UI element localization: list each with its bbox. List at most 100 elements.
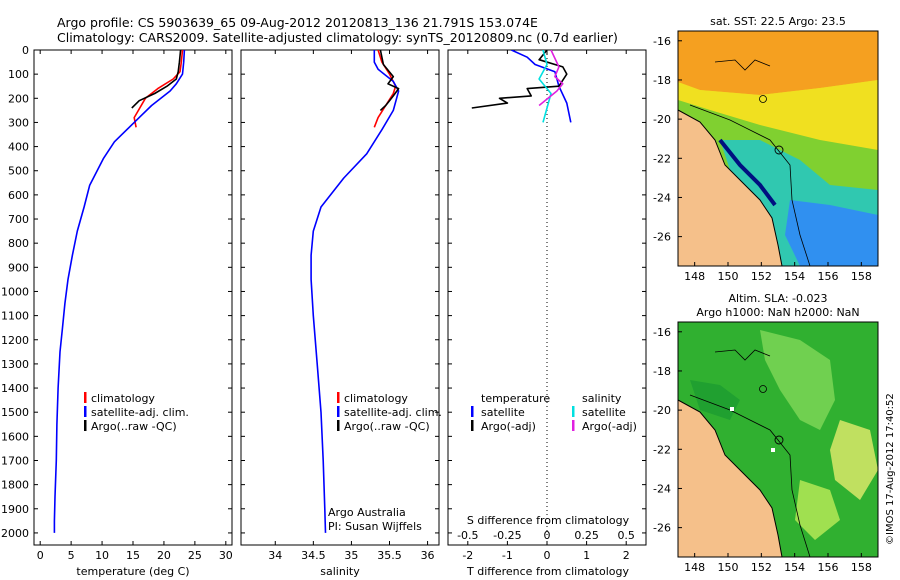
sla-light-patch	[760, 330, 835, 430]
temperature-axes	[33, 49, 233, 546]
temperature-lines	[53, 50, 186, 533]
legend-swatch-climatology	[84, 392, 87, 403]
x-tick-label: 10	[95, 549, 109, 562]
series-line-satellite-adj-clim-	[53, 50, 186, 533]
sla-map-frame	[677, 321, 879, 558]
sst-isobath	[689, 104, 811, 266]
salinity-lines	[310, 50, 400, 533]
y-tick-label: 600	[8, 189, 29, 202]
sst-yellow-band	[678, 80, 878, 150]
lon-tick-label: 152	[751, 270, 772, 283]
series-line-satellite-adj-clim-	[310, 50, 400, 533]
x-tick-label-s: -0.25	[493, 529, 521, 542]
lon-tick-label: 156	[818, 561, 839, 574]
x-tick-label: 15	[126, 549, 140, 562]
sst-coast-dark-band	[718, 138, 777, 207]
salinity-x-axis: 34 34.5 35 35.5 36	[268, 50, 435, 562]
sla-map	[678, 322, 878, 557]
y-tick-label: 500	[8, 165, 29, 178]
x-tick-label: 5	[68, 549, 75, 562]
pi-note: PI: Susan Wijffels	[328, 520, 422, 533]
sst-reef-ring	[759, 95, 767, 103]
legend-swatch-climatology	[337, 392, 340, 403]
series-line-argo-raw-qc-	[379, 50, 400, 111]
legend-t-satellite: satellite	[481, 406, 525, 419]
x-tick-label: 0	[544, 549, 551, 562]
lat-tick-label: -20	[653, 404, 671, 417]
x-tick-label: 1	[583, 549, 590, 562]
lat-tick-label: -26	[653, 522, 671, 535]
y-tick-label: 900	[8, 261, 29, 274]
legend-argo: Argo(..raw -QC)	[344, 420, 430, 433]
difference-x-axis: -2 -1 0 1 2 -0.5 -0.25 0 0.25 0.5	[457, 50, 635, 562]
sst-map-frame	[677, 30, 879, 267]
y-tick-label: 1000	[1, 285, 29, 298]
legend-swatch-argo	[337, 420, 340, 431]
sst-land	[678, 109, 783, 266]
y-tick-label: 0	[22, 44, 29, 57]
argo-location-marker	[774, 435, 784, 445]
legend-argo: Argo(..raw -QC)	[91, 420, 177, 433]
y-tick-label: 1400	[1, 382, 29, 395]
salinity-xlabel: salinity	[320, 565, 360, 578]
temperature-x-axis: 0 5 10 15 20 25 30	[37, 50, 233, 562]
legend-temperature-header: temperature	[481, 392, 550, 405]
x-tick-label: 25	[188, 549, 202, 562]
y-tick-label: 100	[8, 68, 29, 81]
sla-lon-axis: 148 150 152 154 156 158	[684, 553, 872, 574]
salinity-legend: climatology satellite-adj. clim. Argo(..…	[337, 392, 442, 433]
lon-tick-label: 154	[784, 561, 805, 574]
lat-tick-label: -16	[653, 35, 671, 48]
y-tick-label: 1600	[1, 430, 29, 443]
argo-location-marker	[774, 145, 784, 155]
legend-s-argo: Argo(-adj)	[582, 420, 637, 433]
lat-tick-label: -22	[653, 443, 671, 456]
legend-climatology: climatology	[91, 392, 155, 405]
sla-dark-patch	[690, 380, 740, 420]
legend-swatch-t-argo	[471, 420, 474, 431]
x-tick-label: 2	[623, 549, 630, 562]
sla-reef-ring	[759, 385, 767, 393]
lon-tick-label: 150	[718, 561, 739, 574]
sla-missing-cell	[771, 448, 775, 452]
series-line-climatology	[133, 50, 184, 128]
difference-legend: temperature satellite Argo(-adj) salinit…	[471, 392, 637, 433]
difference-lines	[471, 50, 572, 123]
y-tick-label: 300	[8, 116, 29, 129]
lon-tick-label: 154	[784, 270, 805, 283]
sst-warm-region	[678, 31, 878, 95]
y-tick-label: 700	[8, 213, 29, 226]
sst-blue-region	[785, 200, 878, 266]
y-tick-label: 2000	[1, 527, 29, 540]
x-tick-label: 35	[344, 549, 358, 562]
legend-swatch-satellite	[337, 406, 340, 417]
lat-tick-label: -26	[653, 231, 671, 244]
sla-map-title-1: Altim. SLA: -0.023	[728, 292, 827, 305]
sla-map-title-2: Argo h1000: NaN h2000: NaN	[696, 306, 859, 319]
lat-tick-label: -18	[653, 74, 671, 87]
legend-swatch-t-satellite	[471, 406, 474, 417]
y-tick-label: 1300	[1, 358, 29, 371]
sst-lon-axis: 148 150 152 154 156 158	[684, 262, 872, 283]
y-tick-label: 400	[8, 141, 29, 154]
y-tick-label: 1200	[1, 334, 29, 347]
x-tick-label: -1	[502, 549, 513, 562]
sla-lat-axis: -16 -18 -20 -22 -24 -26	[653, 326, 682, 535]
sla-yellow-patch	[830, 420, 878, 500]
lon-tick-label: 148	[684, 561, 705, 574]
sla-yellow-green-patch	[795, 480, 840, 540]
salinity-axes	[240, 49, 440, 546]
y-tick-label: 1700	[1, 454, 29, 467]
x-tick-label: 0	[37, 549, 44, 562]
sst-map-title: sat. SST: 22.5 Argo: 23.5	[710, 15, 846, 28]
legend-s-satellite: satellite	[582, 406, 626, 419]
x-tick-label-s: 0.5	[617, 529, 635, 542]
y-tick-label: 1800	[1, 479, 29, 492]
legend-swatch-s-satellite	[572, 406, 575, 417]
y-tick-label: 200	[8, 92, 29, 105]
temperature-xlabel: temperature (deg C)	[76, 565, 189, 578]
x-tick-label: 35.5	[377, 549, 402, 562]
legend-swatch-satellite	[84, 406, 87, 417]
y-tick-label: 1100	[1, 310, 29, 323]
x-tick-label-s: 0	[544, 529, 551, 542]
